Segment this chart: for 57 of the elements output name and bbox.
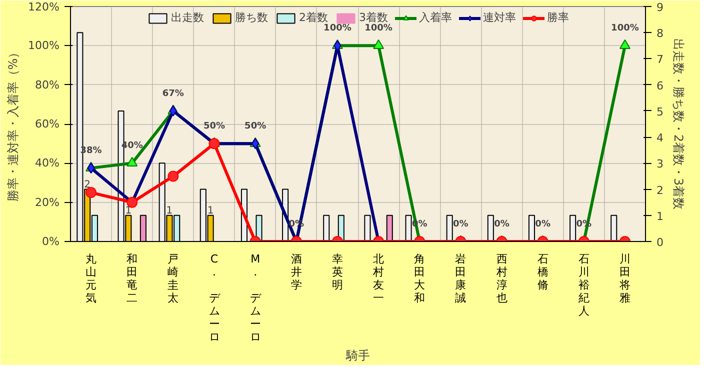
- y2-tick-label: 0: [656, 236, 664, 249]
- data-label: 0%: [453, 220, 468, 230]
- x-tick-label: 和田竜二: [126, 252, 138, 304]
- x-tick-label: C. デムーロ: [208, 252, 221, 344]
- data-label: 100%: [324, 24, 352, 34]
- legend-label: 入着率: [419, 10, 452, 25]
- y-tick-label: 20%: [35, 196, 60, 209]
- legend-label: 3着数: [359, 10, 388, 24]
- y-tick-label: 120%: [28, 0, 60, 14]
- y2-tick-label: 3: [656, 158, 664, 171]
- point: [126, 156, 138, 167]
- x-tick-label: 西村淳也: [495, 252, 508, 304]
- y-tick-label: 100%: [28, 39, 60, 52]
- y2-tick-label: 4: [656, 132, 664, 145]
- legend-label: 勝ち数: [235, 10, 268, 25]
- data-label: 1: [166, 205, 173, 216]
- data-label: 0%: [494, 220, 510, 230]
- point: [373, 39, 384, 50]
- y2-tick-label: 7: [656, 53, 664, 66]
- data-label: 50%: [203, 122, 226, 132]
- x-tick-label: 戸崎圭太: [168, 252, 179, 304]
- y2-tick-label: 2: [656, 184, 664, 197]
- y2-tick-label: 5: [656, 105, 664, 118]
- x-tick-label: M. デムーロ: [250, 252, 262, 344]
- x-tick-label: 北村友一: [372, 252, 384, 304]
- y2-tick-label: 9: [656, 1, 664, 14]
- y-tick-label: 0%: [42, 235, 60, 248]
- legend-label: 勝率: [547, 10, 569, 25]
- y2-tick-label: 6: [656, 79, 664, 92]
- x-tick-label: 石橋脩: [537, 252, 548, 292]
- x-tick-label: 石川裕紀人: [578, 252, 590, 318]
- x-tick-label: 幸英明: [332, 252, 343, 292]
- data-label: 2: [84, 179, 91, 190]
- data-label: 1: [125, 205, 132, 216]
- y-tick-label: 40%: [35, 156, 60, 170]
- data-label: 0%: [535, 220, 550, 230]
- legend-label: 出走数: [171, 10, 204, 25]
- legend-label: 連対率: [483, 10, 516, 25]
- y-tick-label: 80%: [35, 78, 60, 92]
- y-tick-label: 60%: [35, 118, 60, 130]
- data-label: 100%: [364, 24, 392, 34]
- x-tick-label: 丸山元気: [86, 252, 97, 304]
- x-tick-label: 岩田康誠: [455, 252, 466, 304]
- data-label: 1: [207, 205, 214, 216]
- x-axis-title: 騎手: [345, 348, 370, 362]
- data-label: 67%: [162, 88, 184, 99]
- y2-tick-label: 8: [656, 27, 664, 40]
- data-label: 50%: [244, 122, 266, 132]
- x-tick-label: 川田将雅: [618, 252, 630, 304]
- y2-tick-label: 1: [656, 210, 664, 223]
- x-tick-label: 酒井学: [290, 252, 302, 292]
- data-label: 100%: [611, 24, 639, 34]
- y-axis-title: 勝率・連対率・入着率（%）: [6, 46, 20, 202]
- point: [619, 39, 630, 50]
- x-tick-label: 角田大和: [414, 252, 426, 304]
- legend-label: 2着数: [299, 10, 328, 24]
- y2-axis-title: 出走数・勝ち数・2着数・3着数: [672, 38, 686, 210]
